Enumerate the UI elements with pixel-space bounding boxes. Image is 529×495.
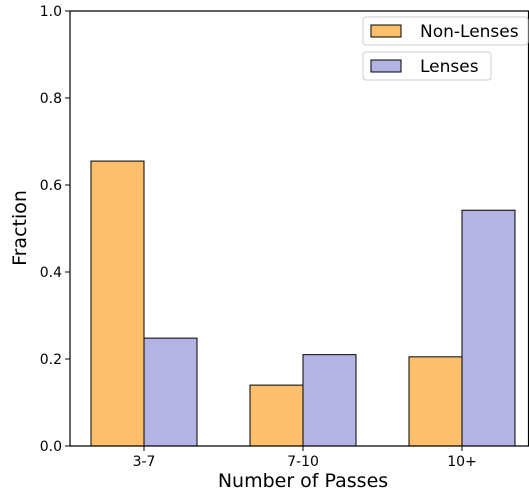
y-tick-label: 0.2 — [40, 352, 62, 368]
y-tick-label: 0.4 — [40, 265, 62, 281]
y-axis-label: Fraction — [9, 190, 31, 266]
bar-lenses-3-7 — [143, 337, 198, 447]
y-tick-label: 0.0 — [40, 439, 62, 455]
bar-lenses-7-10 — [302, 354, 357, 447]
y-tick-label: 0.8 — [40, 91, 62, 107]
x-tick-label: 7-10 — [287, 454, 319, 470]
x-tick-label: 3-7 — [133, 454, 156, 470]
y-tick-label: 0.6 — [40, 178, 62, 194]
x-ticks: 3-7 7-10 10+ — [133, 446, 477, 470]
legend-swatch — [370, 59, 402, 73]
bar-non-lenses-10+ — [408, 356, 463, 447]
legend-box — [362, 51, 492, 81]
legend: Non-Lenses Lenses — [362, 16, 529, 81]
legend-swatch — [370, 24, 402, 38]
bar-non-lenses-3-7 — [90, 160, 145, 447]
legend-box — [362, 16, 529, 46]
y-tick-label: 1.0 — [40, 4, 62, 20]
legend-label: Non-Lenses — [420, 22, 519, 42]
legend-label: Lenses — [420, 57, 479, 77]
x-axis-label: Number of Passes — [218, 470, 388, 492]
x-tick-label: 10+ — [447, 454, 477, 470]
bars — [90, 160, 516, 447]
bar-lenses-10+ — [461, 209, 516, 447]
y-ticks: 0.0 0.2 0.4 0.6 0.8 1.0 — [40, 4, 70, 455]
bar-non-lenses-7-10 — [249, 384, 304, 447]
